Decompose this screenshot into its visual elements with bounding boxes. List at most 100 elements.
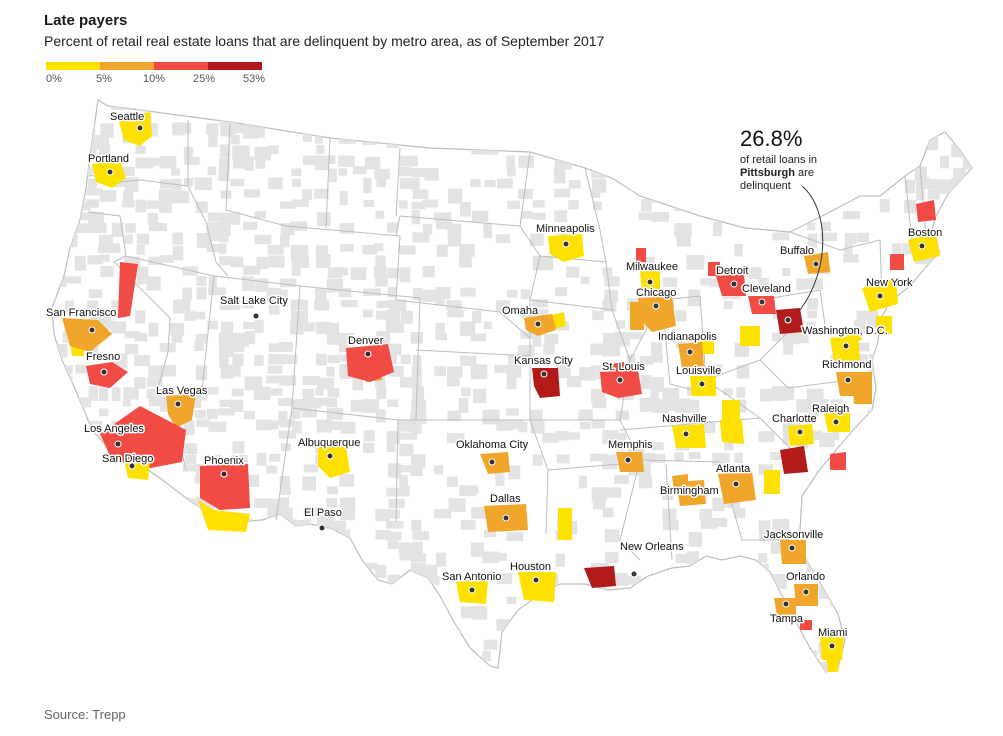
city-dot-miami: [828, 642, 836, 650]
county-cell: [398, 245, 416, 255]
county-cell: [711, 618, 727, 631]
legend-swatch-0: [46, 62, 100, 70]
county-cell: [111, 243, 121, 254]
state-border: [759, 359, 851, 389]
county-cell: [614, 475, 630, 484]
state-border: [285, 225, 401, 301]
city-label-jacksonville: Jacksonville: [764, 529, 823, 541]
county-cell: [159, 573, 172, 586]
county-cell: [230, 178, 245, 187]
county-cell: [542, 630, 552, 645]
county-cell: [520, 210, 533, 219]
county-cell: [543, 343, 555, 355]
county-cell: [566, 266, 580, 278]
county-cell: [134, 266, 149, 278]
state-border: [395, 215, 401, 237]
county-cell: [890, 509, 902, 520]
county-cell: [807, 222, 816, 231]
county-cell: [292, 519, 307, 529]
county-cell: [892, 101, 906, 117]
county-cell: [326, 333, 342, 345]
county-cell: [256, 553, 268, 565]
county-cell: [854, 320, 866, 334]
county-cell: [532, 212, 546, 220]
chart-title: Late payers: [44, 12, 128, 29]
county-cell: [374, 266, 387, 279]
county-cell: [532, 333, 542, 347]
county-cell: [88, 386, 99, 401]
county-cell: [592, 201, 603, 211]
county-cell: [434, 606, 447, 618]
county-cell: [736, 364, 750, 379]
county-cell: [399, 552, 418, 561]
county-cell: [208, 541, 220, 556]
county-cell: [700, 520, 718, 529]
county-cell: [795, 333, 809, 344]
county-cell: [902, 464, 920, 474]
county-cell: [230, 134, 240, 145]
county-cell: [290, 673, 303, 688]
county-cell: [422, 265, 435, 278]
county-cell: [352, 575, 370, 590]
county-cell: [915, 287, 933, 303]
city-label-san-antonio: San Antonio: [442, 571, 501, 583]
county-cell: [74, 476, 84, 491]
county-cell: [64, 497, 80, 513]
county-cell: [146, 200, 164, 209]
county-cell: [146, 276, 161, 291]
county-cell: [87, 420, 103, 430]
county-cell: [230, 619, 244, 633]
callout-text: of retail loans in Pittsburgh are delinq…: [740, 154, 850, 193]
county-cell: [52, 166, 69, 179]
legend-label-25: 25%: [192, 73, 216, 85]
county-cell: [124, 331, 140, 339]
county-cell: [471, 146, 486, 155]
callout-line1: of retail loans in: [740, 154, 818, 166]
county-cell: [842, 211, 861, 220]
county-cell: [122, 200, 135, 208]
county-cell: [820, 662, 833, 672]
city-markers: Seattle Portland San Francisco Fresno Las Ve…: [45, 110, 944, 650]
county-cell: [302, 133, 313, 142]
county-cell: [963, 476, 972, 485]
county-cell: [640, 586, 653, 594]
county-cell: [891, 355, 902, 369]
county-cell: [219, 597, 231, 612]
county-cell: [232, 145, 250, 160]
county-cell: [268, 519, 286, 528]
county-cell: [146, 597, 157, 612]
county-cell: [844, 485, 857, 500]
county-cell: [386, 520, 404, 529]
city-label-richmond: Richmond: [822, 359, 872, 371]
county-cell: [74, 443, 83, 451]
city-label-las-vegas: Las Vegas: [156, 385, 208, 397]
county-cell: [532, 200, 545, 208]
county-cell: [195, 365, 208, 380]
county-cell: [387, 113, 406, 124]
county-cell: [916, 188, 925, 201]
county-cell: [604, 529, 620, 543]
county-cell: [314, 299, 330, 311]
county-cell: [639, 452, 655, 463]
county-cell: [196, 287, 207, 300]
city-label-seattle: Seattle: [110, 111, 144, 123]
county-cell: [363, 430, 375, 442]
county-cell: [782, 430, 794, 445]
county-cell: [244, 553, 254, 568]
county-cell: [230, 641, 241, 652]
county-cell: [184, 618, 196, 629]
county-cell: [75, 122, 85, 131]
county-cell: [747, 640, 760, 648]
county-cell: [686, 399, 700, 413]
county-cell: [435, 332, 447, 341]
county-cell: [266, 287, 282, 302]
county-cell: [460, 519, 476, 530]
county-cell: [914, 553, 926, 561]
county-cell: [316, 353, 327, 366]
county-cell: [219, 212, 235, 225]
county-cell: [326, 408, 344, 420]
county-cell: [735, 652, 751, 665]
county-cell: [928, 123, 940, 135]
county-cell: [386, 222, 398, 233]
county-cell: [268, 453, 281, 462]
